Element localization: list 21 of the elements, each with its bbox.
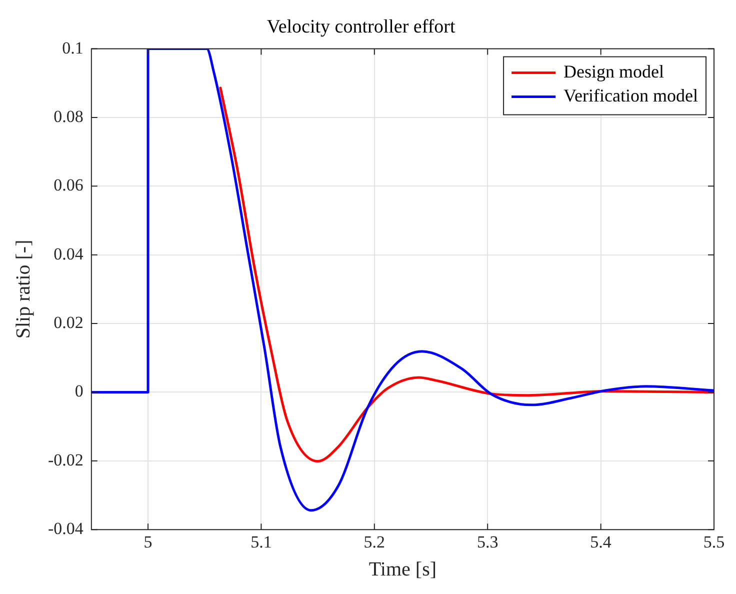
y-axis-title: Slip ratio [-] <box>12 240 34 339</box>
chart-title: Velocity controller effort <box>266 16 456 38</box>
y-tick-label: 0.08 <box>54 106 84 126</box>
line-series <box>91 48 714 512</box>
x-tick-label: 5.2 <box>364 532 386 552</box>
legend-label: Verification model <box>564 86 698 106</box>
y-tick-label: 0.04 <box>54 244 84 264</box>
y-tick-label: 0.02 <box>54 313 84 332</box>
x-tick-label: 5 <box>144 532 152 552</box>
x-axis-title: Time [s] <box>368 558 437 580</box>
legend-label: Design model <box>564 62 664 82</box>
y-tick-label: 0 <box>74 382 84 401</box>
y-tick-label: -0.02 <box>48 450 84 470</box>
x-tick-label: 5.3 <box>476 532 498 552</box>
y-tick-label: 0.06 <box>54 176 84 195</box>
x-tick-label: 5.4 <box>590 532 612 552</box>
line-series <box>219 86 714 463</box>
y-tick-label: -0.04 <box>48 519 84 538</box>
x-tick-label: 5.5 <box>703 532 725 552</box>
x-tick-label: 5.1 <box>250 532 272 552</box>
y-tick-label: 0.1 <box>62 38 84 58</box>
